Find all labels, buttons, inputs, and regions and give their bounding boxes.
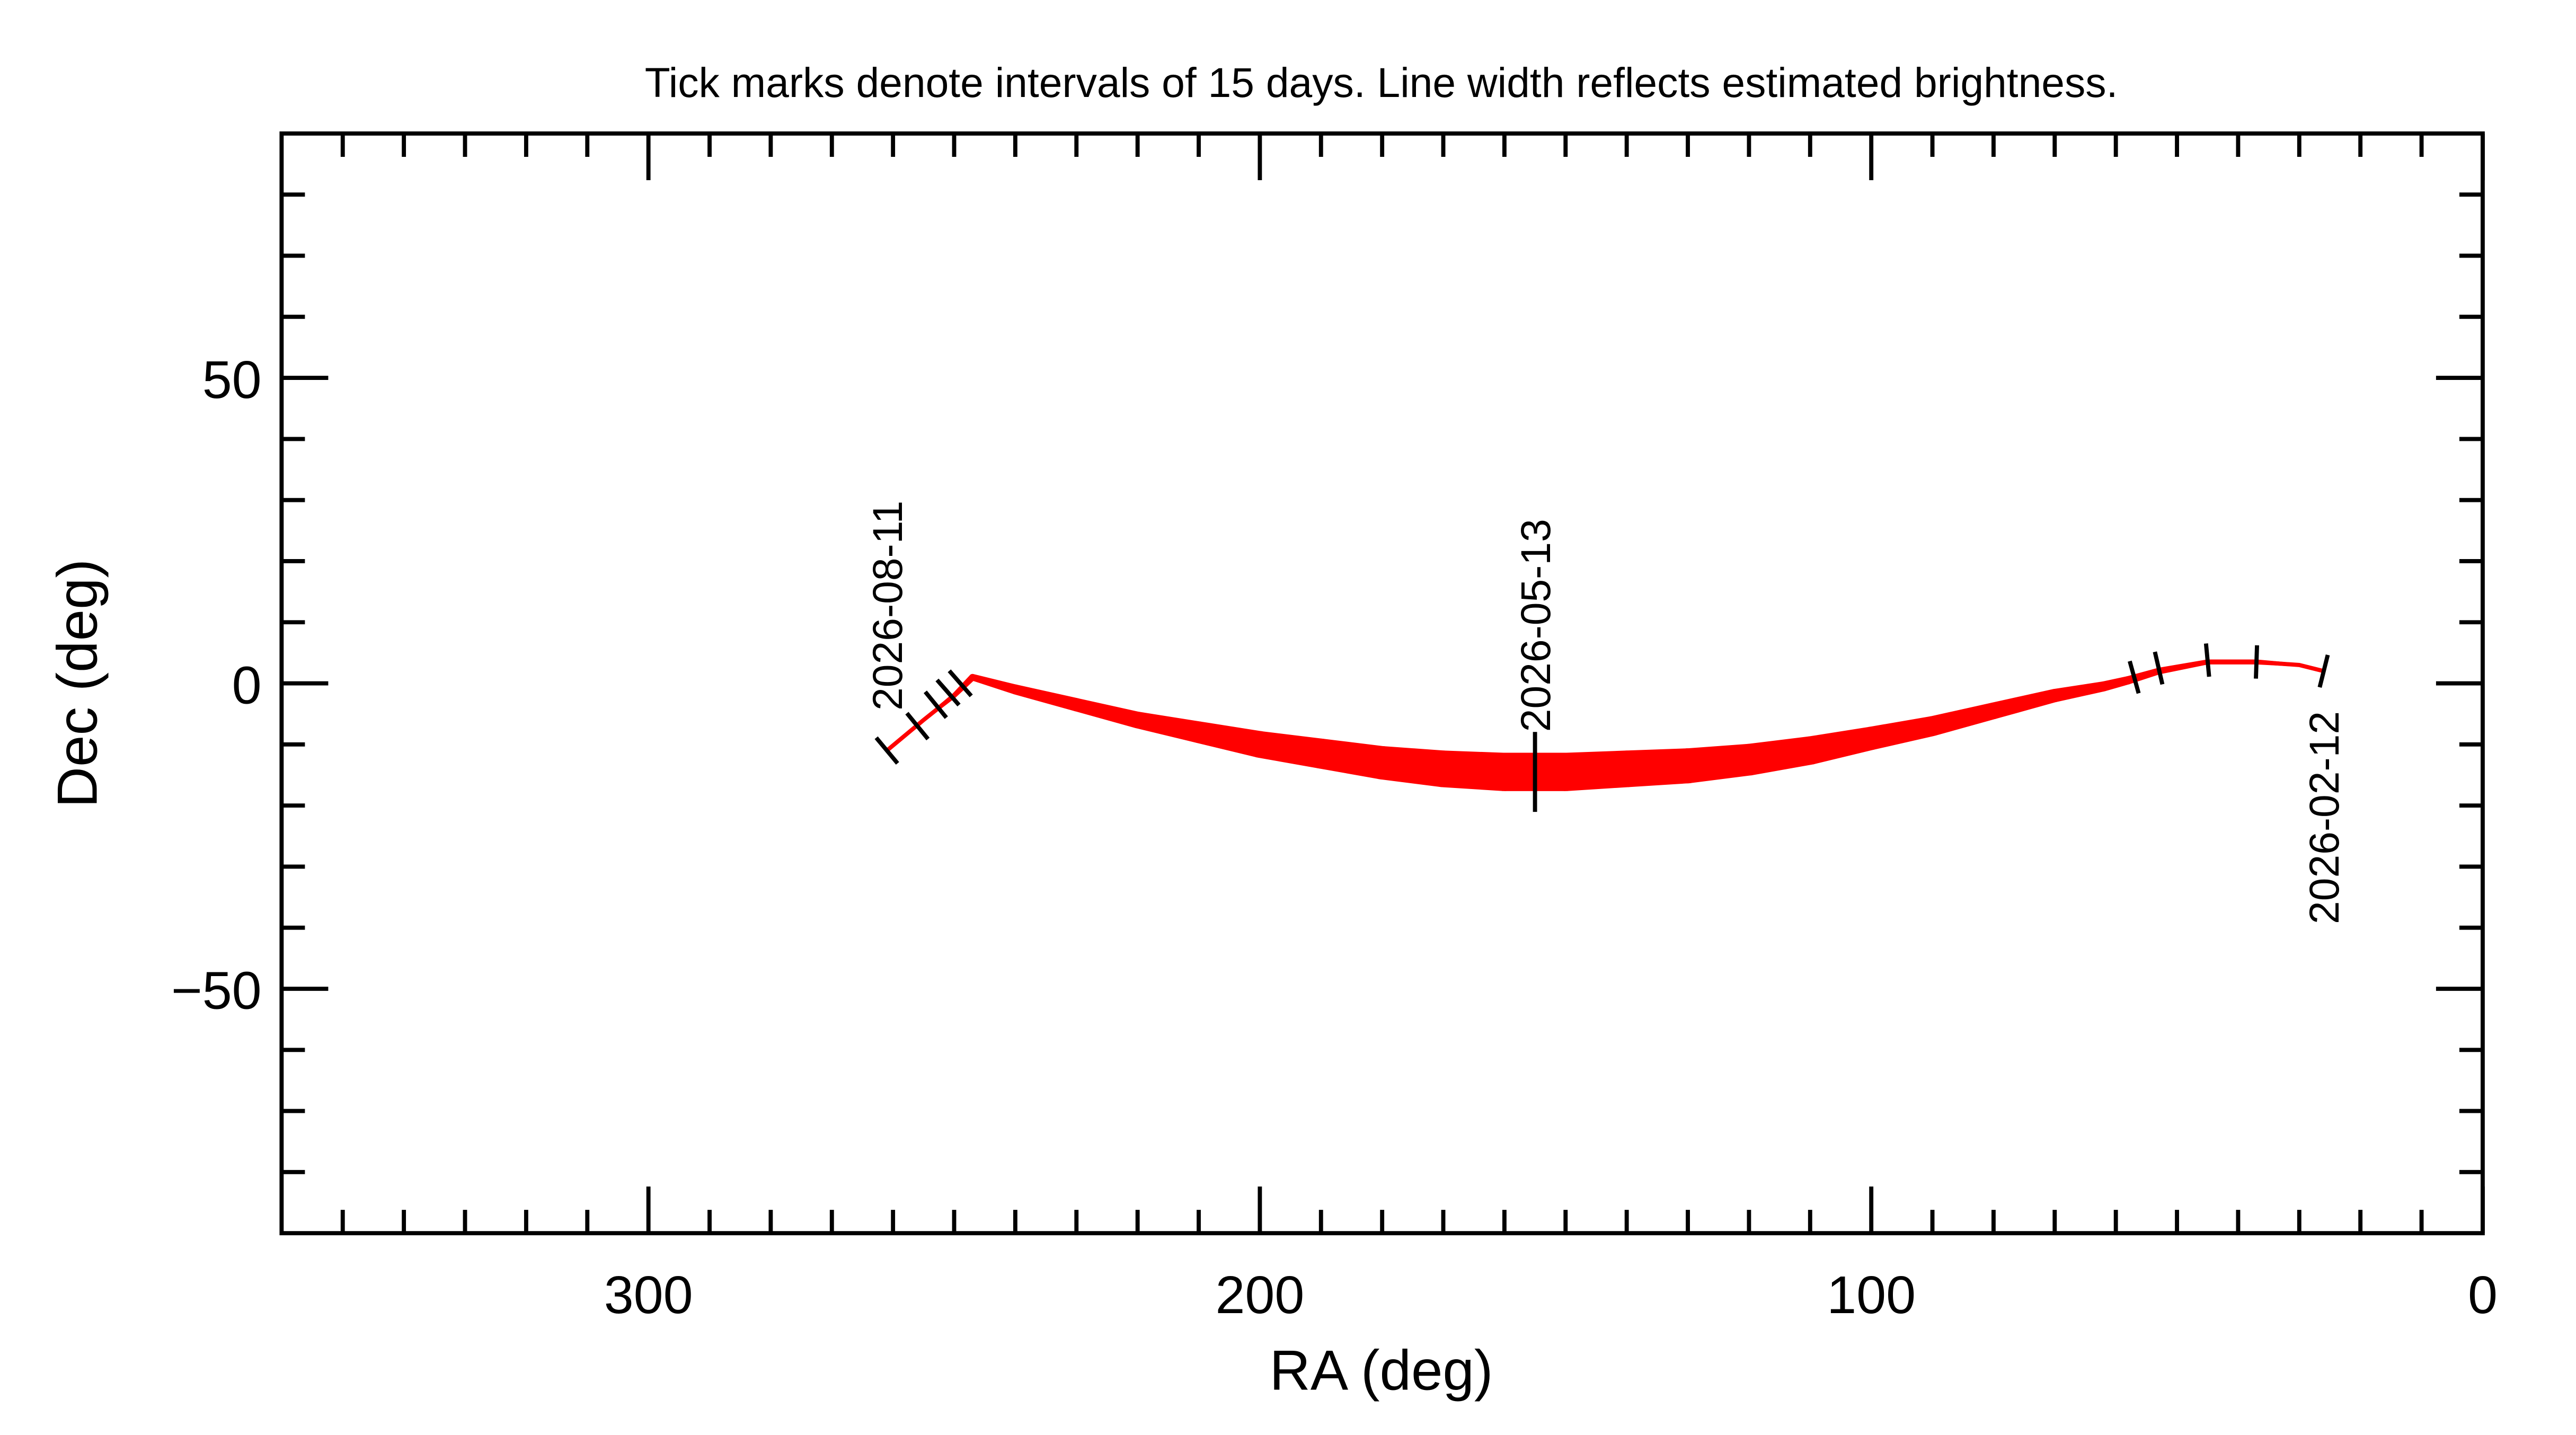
x-axis-label: RA (deg) (1270, 1339, 1493, 1402)
time-tick (2153, 651, 2165, 685)
plot-area: 300 200 100 0 50 0 −50 2026-02-12 2026-05-13 2026… (171, 131, 2498, 1325)
y-tick-label: 0 (232, 656, 262, 715)
time-tick (2254, 645, 2260, 679)
x-tick-label: 100 (1827, 1265, 1916, 1325)
x-tick-label: 200 (1215, 1265, 1304, 1325)
y-tick-label: −50 (171, 961, 262, 1021)
date-label: 2026-08-11 (864, 501, 911, 711)
date-label: 2026-05-13 (1512, 519, 1559, 732)
x-tick-label: 0 (2468, 1265, 2498, 1325)
y-tick-label: 50 (202, 350, 262, 410)
date-label: 2026-02-12 (2301, 711, 2348, 924)
chart-title: Tick marks denote intervals of 15 days. … (645, 59, 2118, 106)
time-tick (874, 736, 899, 765)
time-tick (935, 678, 961, 707)
time-tick (2317, 654, 2330, 688)
y-axis-label: Dec (deg) (45, 559, 109, 808)
time-tick (905, 712, 930, 741)
time-tick (2128, 660, 2141, 694)
time-tick (948, 669, 973, 697)
x-tick-label: 300 (604, 1265, 693, 1325)
time-tick (2203, 643, 2211, 677)
time-tick (923, 690, 948, 719)
plot-frame (279, 131, 2485, 1236)
